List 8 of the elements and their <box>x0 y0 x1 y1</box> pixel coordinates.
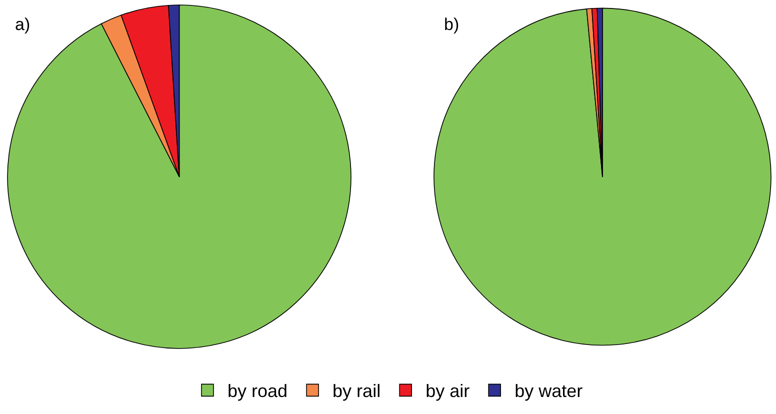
pie-slice <box>434 8 772 346</box>
legend-label: by rail <box>332 381 381 402</box>
legend-label: by air <box>426 381 470 402</box>
legend-label: by water <box>514 381 583 402</box>
legend-label: by road <box>228 381 288 402</box>
text: a) <box>15 15 30 34</box>
chart-title: b) <box>444 15 460 34</box>
pie-slice <box>8 4 352 349</box>
